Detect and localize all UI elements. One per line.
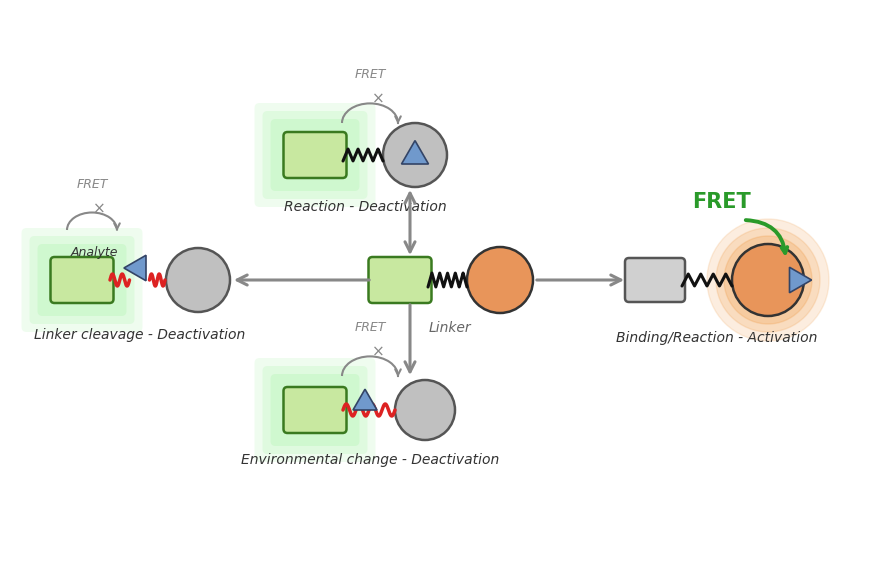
Circle shape [166,248,230,312]
Circle shape [724,236,812,324]
FancyBboxPatch shape [283,132,347,178]
FancyBboxPatch shape [50,257,114,303]
Circle shape [383,123,447,187]
FancyBboxPatch shape [30,236,135,324]
Text: FRET: FRET [77,179,107,192]
FancyBboxPatch shape [270,119,360,191]
Text: ×: × [372,345,385,360]
Polygon shape [401,140,429,164]
Text: FRET: FRET [355,67,385,80]
Circle shape [716,228,820,332]
Text: Linker cleavage - Deactivation: Linker cleavage - Deactivation [34,328,246,342]
FancyBboxPatch shape [283,387,347,433]
Text: Environmental change - Deactivation: Environmental change - Deactivation [241,453,499,467]
Text: Analyte: Analyte [70,246,118,259]
FancyBboxPatch shape [21,228,143,332]
Text: FRET: FRET [355,320,385,334]
Text: ×: × [93,201,106,216]
Polygon shape [124,255,146,281]
FancyBboxPatch shape [38,244,127,316]
FancyBboxPatch shape [270,374,360,446]
FancyBboxPatch shape [254,103,376,207]
Circle shape [467,247,533,313]
Text: Reaction - Deactivation: Reaction - Deactivation [283,200,446,214]
Circle shape [732,244,804,316]
Circle shape [395,380,455,440]
FancyBboxPatch shape [254,358,376,462]
FancyBboxPatch shape [262,111,368,199]
Text: ×: × [372,92,385,107]
Text: Binding/Reaction - Activation: Binding/Reaction - Activation [616,331,818,345]
FancyBboxPatch shape [262,366,368,454]
FancyBboxPatch shape [369,257,431,303]
Polygon shape [789,268,811,293]
FancyBboxPatch shape [625,258,685,302]
Circle shape [707,219,829,341]
Text: FRET: FRET [692,192,751,212]
Text: Linker: Linker [429,321,472,335]
Polygon shape [353,389,377,410]
